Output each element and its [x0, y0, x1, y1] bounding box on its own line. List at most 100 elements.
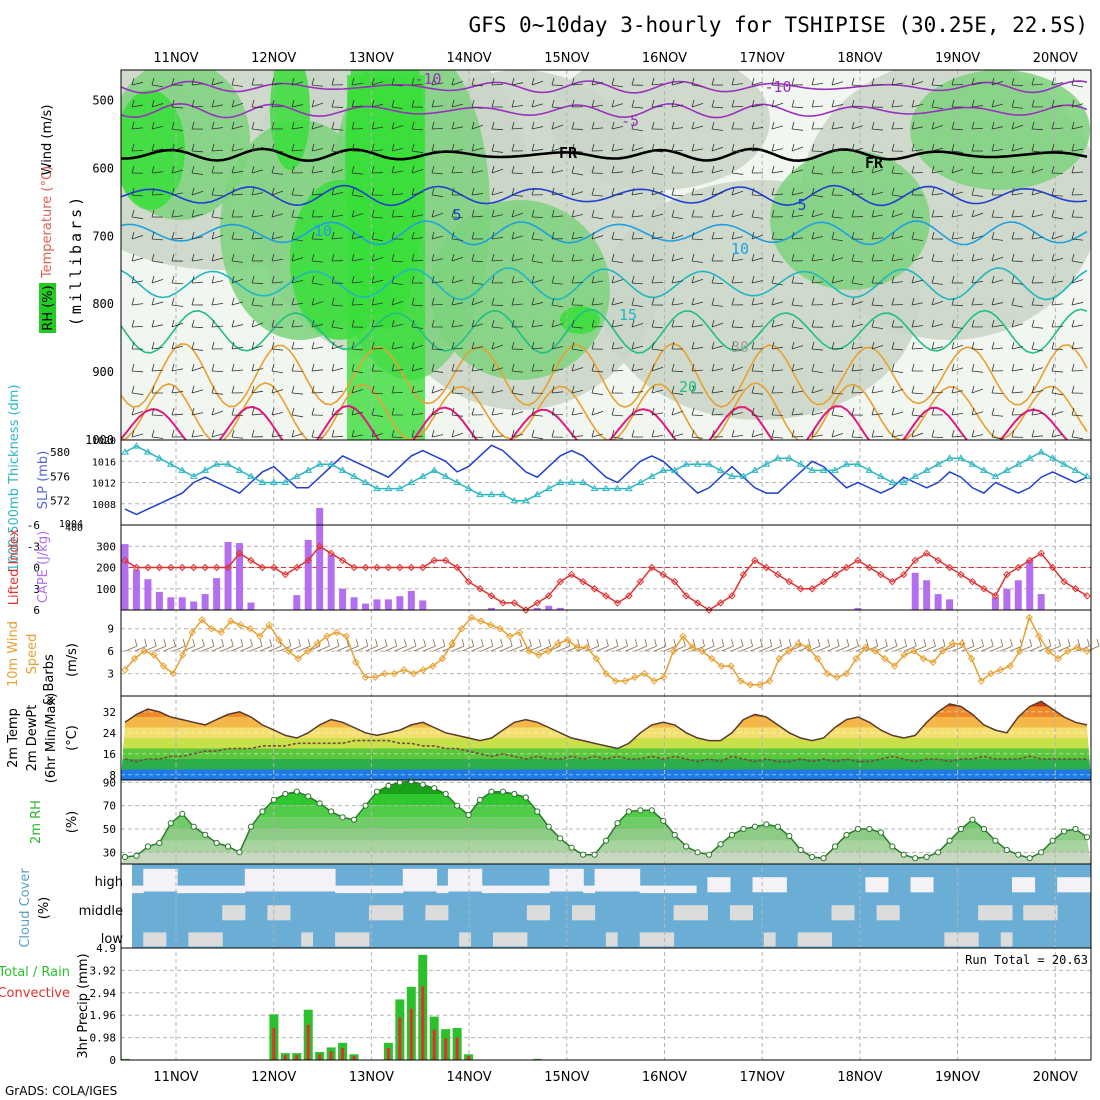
wind-barb-flag	[591, 99, 595, 108]
wind10-barb-flag	[605, 639, 609, 647]
thickness-line-point	[1048, 454, 1057, 461]
wind-barb	[271, 411, 284, 416]
wind-barb-flag	[731, 209, 735, 218]
lifted-index-line-point	[751, 556, 759, 565]
wind-barb	[131, 127, 144, 130]
wind-barb	[211, 433, 224, 438]
lifted-index-line-point	[522, 606, 530, 614]
cloud-gap	[662, 932, 675, 947]
wind-barb	[571, 259, 584, 262]
convective-bar	[386, 1048, 390, 1060]
wind-barb	[751, 257, 764, 262]
wind10-barb	[932, 645, 946, 652]
wind10-barb-flag	[577, 639, 580, 647]
thickness-label: 1000-500mb Thickness (dm)	[7, 384, 22, 571]
wind-barb	[331, 191, 344, 196]
rh2m-line-point	[545, 823, 552, 830]
wind-barb	[1031, 168, 1044, 174]
wind-barb-flag	[671, 363, 675, 372]
wind-barb-flag	[691, 297, 695, 306]
wind-barb-flag	[771, 429, 775, 438]
wind10-barb-flag	[375, 639, 378, 647]
wind-barb-flag	[971, 407, 975, 416]
lifted-index-line-point	[338, 556, 347, 565]
lifted-index-line-point	[235, 549, 244, 558]
wind-barb	[1011, 170, 1024, 174]
wind-barb	[411, 84, 424, 86]
wind-barb-flag	[751, 341, 755, 350]
wind-barb-flag	[151, 77, 155, 86]
wind-barb-flag	[1031, 143, 1035, 152]
wind-barb	[191, 412, 204, 416]
wind-barb-flag	[571, 407, 575, 416]
rh2m-line-point	[259, 808, 266, 815]
wind-barb	[711, 215, 724, 218]
wind-barb-flag	[191, 99, 195, 108]
wind-barb-flag	[1071, 231, 1075, 240]
wind-barb-flag	[631, 187, 635, 196]
wind-barb-flag	[971, 209, 975, 218]
wind-barb	[431, 411, 444, 416]
cloud-gap	[256, 868, 268, 892]
wind10-barb-flag	[394, 639, 398, 647]
wind-barb-flag	[691, 253, 695, 262]
wind-barb	[251, 214, 264, 218]
thickness-line-point	[338, 466, 347, 473]
wind-barb-flag	[231, 407, 235, 416]
thickness-line-point	[121, 448, 129, 455]
cape-bar	[1037, 594, 1045, 610]
wind-barb	[551, 282, 564, 285]
wind-barb-flag	[951, 209, 955, 218]
wind-barb	[851, 170, 864, 174]
convective-bar	[455, 1037, 459, 1060]
wind-barb-flag	[1071, 99, 1075, 108]
rh2m-line-point	[316, 800, 323, 807]
wind-barb-flag	[411, 297, 415, 306]
slp-tick: 1012	[92, 479, 116, 490]
lifted-index-line-point	[1037, 549, 1045, 558]
wind-barb	[251, 146, 264, 152]
wind10-speed-line-point	[554, 639, 562, 648]
lifted-index-line-point	[556, 577, 564, 586]
wind-barb	[1031, 326, 1044, 329]
rh-shade-blob	[550, 70, 770, 190]
wind-barb	[271, 348, 284, 351]
wind-barb	[951, 214, 964, 218]
wind-barb	[671, 303, 684, 306]
rh2m-line-point	[740, 825, 747, 833]
thickness-line-point	[373, 484, 381, 492]
wind-barb	[351, 304, 364, 306]
wind-barb-flag	[831, 429, 835, 438]
lifted-index-line-point	[510, 599, 519, 607]
wind-barb-flag	[851, 165, 855, 174]
lifted-index-line-point	[201, 563, 209, 572]
date-label-top: 16NOV	[642, 51, 687, 66]
wind10-barb-flag	[990, 639, 994, 647]
wind-barb-flag	[931, 187, 935, 196]
wind-barb	[871, 214, 884, 218]
wind-barb	[631, 391, 644, 394]
wind-barb	[911, 149, 924, 152]
wind-barb-flag	[351, 319, 355, 328]
wind-barb-flag	[331, 407, 335, 416]
wind-barb	[951, 304, 964, 307]
wind10-speed-line-point	[227, 617, 235, 625]
wind-barb-flag	[911, 275, 915, 284]
thickness-line-point	[1083, 472, 1091, 479]
cloud-gap	[436, 905, 449, 921]
wind10-barb	[346, 645, 359, 652]
wind-barb	[571, 236, 584, 240]
wind-barb-flag	[511, 297, 515, 306]
wind-barb	[131, 410, 144, 416]
wind-barb-flag	[251, 165, 255, 174]
wind-barb	[271, 281, 284, 284]
lifted-index-line-point	[270, 563, 278, 572]
wind-barb-flag	[251, 143, 255, 152]
cape-bar	[946, 599, 954, 610]
panel-frame-precip	[120, 947, 1092, 1061]
wind-barb-flag	[651, 209, 655, 218]
wind-barb	[831, 104, 844, 108]
wind-barb-flag	[591, 363, 595, 372]
wind-barb-flag	[711, 77, 715, 86]
wind10-tick: 6	[107, 645, 114, 658]
